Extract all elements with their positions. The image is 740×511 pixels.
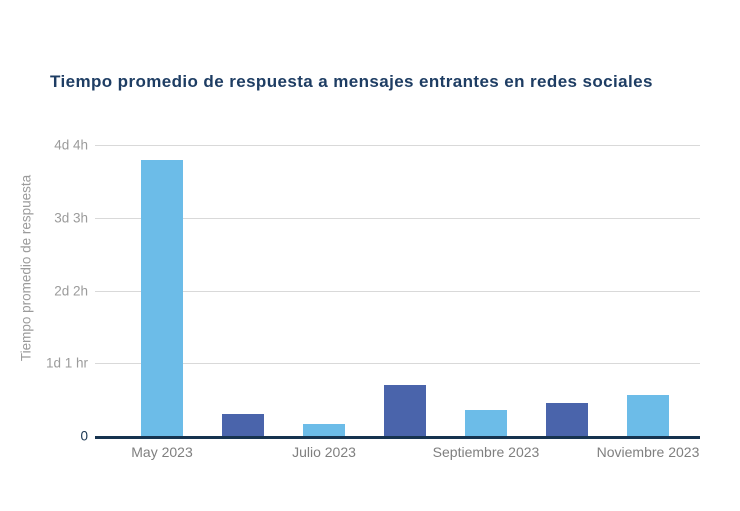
bar-unlabeled-6[interactable]: [546, 402, 588, 436]
x-tick-label: May 2023: [131, 444, 193, 460]
chart-title: Tiempo promedio de respuesta a mensajes …: [50, 72, 653, 91]
x-tick-label: Septiembre 2023: [432, 444, 540, 460]
gridline: [95, 363, 700, 365]
gridline: [95, 290, 700, 292]
bar-unlabeled-4[interactable]: [384, 385, 426, 436]
gridline: [95, 217, 700, 219]
y-tick-label: 4d 4h: [54, 137, 88, 153]
bar-unlabeled-2[interactable]: [222, 414, 264, 436]
y-tick-label: 3d 3h: [54, 210, 88, 226]
bar-noviembre-2023[interactable]: [627, 395, 669, 436]
y-tick-label: 0: [80, 428, 88, 444]
x-tick-label: Julio 2023: [292, 444, 356, 460]
gridline: [95, 145, 700, 146]
x-axis-tick-labels: May 2023 Julio 2023 Septiembre 2023 Noviemb…: [95, 444, 700, 464]
x-tick-label: Noviembre 2023: [596, 444, 700, 460]
y-tick-label: 1d 1 hr: [45, 355, 88, 371]
plot-area: [95, 145, 700, 439]
bar-septiembre-2023[interactable]: [465, 409, 507, 436]
bar-may-2023[interactable]: [141, 159, 183, 436]
bar-julio-2023[interactable]: [303, 424, 345, 436]
y-tick-label: 2d 2h: [54, 283, 88, 298]
y-axis-tick-labels: 4d 4h 3d 3h 2d 2h 1d 1 hr 0: [0, 138, 88, 444]
